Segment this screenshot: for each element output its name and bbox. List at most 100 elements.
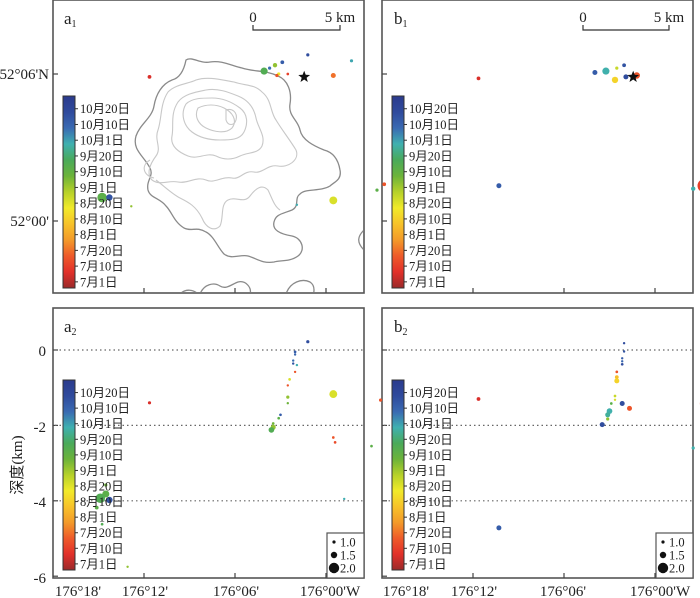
panel-label-a2: a2 (64, 317, 77, 338)
colorbar-label-a2-3: 10月1日 (80, 417, 124, 431)
event-point-a2-24 (104, 483, 108, 487)
event-point-b2-16 (606, 417, 610, 421)
panel-label-b1: b1 (394, 9, 408, 30)
event-point-b2-22 (476, 397, 481, 401)
colorbar-label-a1-7: 8月20日 (80, 197, 124, 211)
size-legend-marker-a2-2 (330, 551, 338, 559)
event-point-a2-9 (286, 384, 289, 387)
event-point-a1-4 (268, 66, 272, 70)
colorbar-label-b2-6: 9月1日 (409, 464, 447, 478)
event-point-b2-11 (609, 402, 613, 405)
scale-bar-end-b1: 5 km (654, 10, 685, 26)
event-point-a1-16 (295, 203, 299, 206)
size-legend-label-a2-3: 2.0 (340, 562, 356, 576)
colorbar-label-b2-3: 10月1日 (409, 417, 453, 431)
event-point-b2-21 (691, 446, 695, 450)
colorbar-label-a1-9: 8月1日 (80, 228, 118, 242)
colorbar-label-b2-7: 8月20日 (409, 480, 453, 494)
event-point-b2-13 (627, 405, 632, 411)
xtick-label-b2-1: 176°18' (383, 584, 429, 598)
event-point-a2-28 (94, 505, 99, 510)
colorbar-label-b1-2: 10月10日 (409, 118, 459, 132)
colorbar-label-b2-8: 8月10日 (409, 495, 453, 509)
colorbar-label-b2-5: 9月10日 (409, 448, 453, 462)
event-point-b2-2 (622, 350, 626, 353)
size-legend-marker-b2-1 (661, 540, 665, 544)
event-point-b1-8 (476, 76, 481, 81)
xtick-label-a2-1: 176°18' (55, 584, 101, 598)
xtick-label-b2-2: 176°12' (451, 584, 497, 598)
map-a1-terrain (134, 58, 363, 292)
event-point-a2-21 (333, 441, 337, 444)
event-point-a1-8 (275, 73, 279, 78)
event-point-b2-10 (613, 398, 617, 401)
summit-star-a1 (298, 70, 311, 82)
xtick-label-a2-2: 176°12' (122, 584, 168, 598)
scale-bar-b1 (582, 25, 670, 31)
colorbar-label-a1-6: 9月1日 (80, 181, 118, 195)
scale-bar-start-b1: 0 (579, 10, 587, 26)
event-point-a2-8 (288, 378, 291, 381)
colorbar-label-a2-6: 9月1日 (80, 464, 118, 478)
event-point-b2-6 (615, 370, 619, 374)
colorbar-label-a2-2: 10月10日 (80, 402, 130, 416)
colorbar-label-b1-5: 9月10日 (409, 165, 453, 179)
size-legend-label-b2-1: 1.0 (669, 536, 685, 550)
ytick-label-depth-6: -6 (34, 571, 47, 587)
axes-static (53, 73, 692, 578)
event-point-a2-31 (496, 525, 502, 531)
event-point-a1-14 (496, 183, 502, 189)
event-point-a2-14 (271, 422, 275, 425)
colorbar-b1 (391, 95, 405, 289)
colorbar-label-b2-11: 7月10日 (409, 542, 453, 556)
colorbar-label-a1-12: 7月1日 (80, 275, 118, 289)
panel-b1 (381, 0, 694, 294)
colorbar-label-a1-10: 7月20日 (80, 244, 124, 258)
event-point-b1-11 (691, 186, 696, 191)
legends: 10月20日10月10日10月1日9月20日9月10日9月1日8月20日8月10… (62, 95, 694, 579)
ytick-label-lat-1: 52°06'N (0, 67, 49, 83)
event-point-b2-5 (620, 362, 624, 366)
event-point-a2-4 (292, 359, 295, 362)
event-point-a2-27 (106, 496, 113, 504)
scale-bar-start-a1: 0 (249, 10, 257, 26)
event-point-a2-13 (277, 416, 281, 420)
colorbar-label-a1-8: 8月10日 (80, 212, 124, 226)
colorbar-label-a1-1: 10月20日 (80, 102, 130, 116)
colorbar-label-a2-7: 8月20日 (80, 480, 124, 494)
colorbar-label-b1-11: 7月10日 (409, 260, 453, 274)
event-point-a1-6 (349, 59, 354, 63)
event-point-a1-15 (329, 196, 338, 205)
event-point-a2-30 (126, 565, 129, 568)
xtick-label-a2-3: 176°06' (213, 584, 259, 598)
event-points (94, 53, 700, 568)
event-point-a1-19 (130, 205, 133, 208)
event-point-a1-11 (147, 75, 152, 79)
event-point-b1-3 (602, 67, 610, 75)
size-legend-label-a2-2: 1.5 (340, 549, 356, 563)
event-point-a2-1 (306, 340, 310, 344)
colorbar-label-a2-5: 9月10日 (80, 448, 124, 462)
colorbar-label-b2-9: 8月1日 (409, 511, 447, 525)
event-point-a1-13 (375, 188, 379, 192)
panel-label-a1: a1 (64, 9, 77, 30)
size-legend-marker-b2-2 (659, 551, 667, 559)
size-legend-label-b2-2: 1.5 (669, 549, 685, 563)
xtick-label-a2-4: 176°00'W (300, 584, 361, 598)
colorbar-label-b1-4: 9月20日 (409, 149, 453, 163)
summit-star-b1 (627, 70, 640, 82)
colorbar-label-a2-4: 9月20日 (80, 433, 124, 447)
colorbar-b2 (391, 379, 405, 571)
event-point-a2-17 (329, 390, 338, 399)
event-point-a2-20 (331, 436, 335, 439)
event-point-a2-26 (95, 493, 106, 503)
event-point-a2-11 (286, 402, 289, 405)
frame-a1 (52, 0, 365, 294)
event-point-a2-19 (147, 401, 152, 405)
event-point-a2-3 (293, 353, 297, 356)
panel-a1 (52, 0, 365, 294)
event-point-b2-3 (621, 357, 624, 360)
event-point-a2-23 (343, 497, 346, 501)
ytick-label-depth-2: -2 (34, 420, 47, 436)
